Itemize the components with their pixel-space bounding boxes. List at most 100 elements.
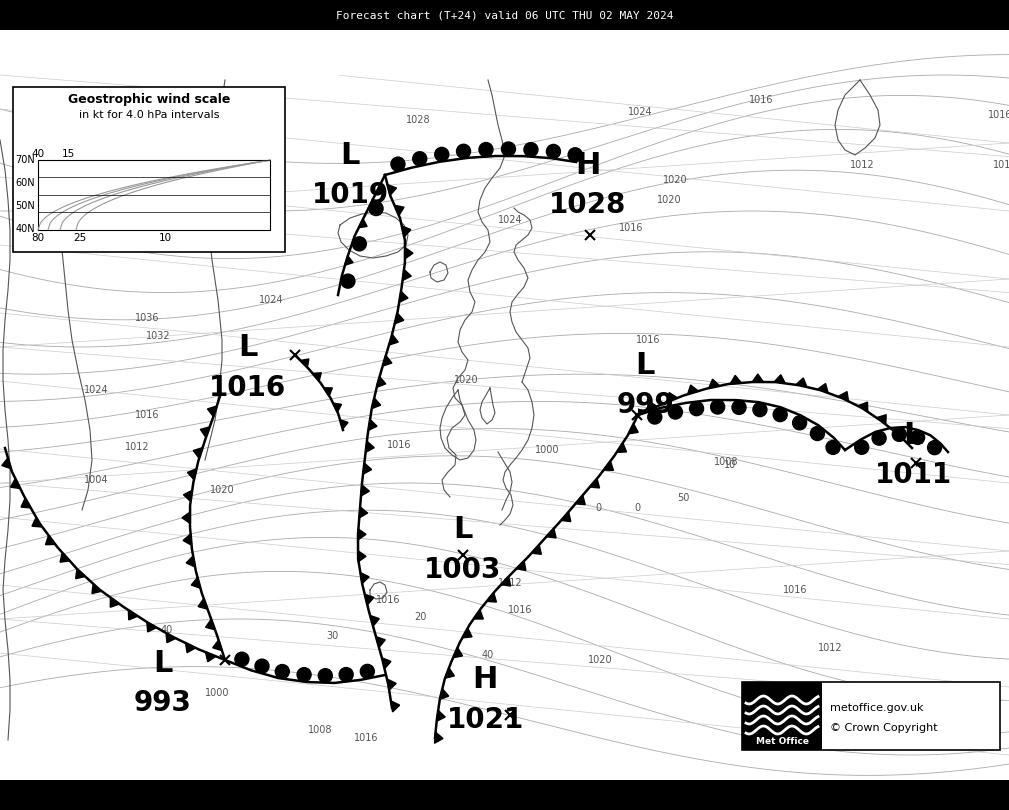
Text: © Crown Copyright: © Crown Copyright xyxy=(830,723,937,733)
Text: 40N: 40N xyxy=(15,224,35,234)
Text: 1020: 1020 xyxy=(454,375,478,385)
Polygon shape xyxy=(437,710,445,722)
Polygon shape xyxy=(774,375,785,383)
Text: 1020: 1020 xyxy=(587,655,612,665)
Text: H: H xyxy=(575,151,600,180)
Circle shape xyxy=(255,659,269,673)
Polygon shape xyxy=(382,356,391,366)
Polygon shape xyxy=(400,292,408,302)
Text: 1028: 1028 xyxy=(406,115,430,125)
Text: L: L xyxy=(453,515,472,544)
Text: 1020: 1020 xyxy=(657,195,681,205)
Polygon shape xyxy=(462,628,472,637)
Circle shape xyxy=(732,400,746,415)
Text: L: L xyxy=(153,649,173,677)
Text: 60N: 60N xyxy=(15,178,35,188)
Polygon shape xyxy=(445,667,454,678)
Polygon shape xyxy=(388,335,399,345)
Polygon shape xyxy=(76,569,85,578)
Polygon shape xyxy=(208,406,217,416)
Polygon shape xyxy=(517,561,526,570)
Polygon shape xyxy=(895,429,904,438)
Text: 1024: 1024 xyxy=(258,295,284,305)
Polygon shape xyxy=(182,512,190,523)
Polygon shape xyxy=(188,469,197,480)
Text: 1016: 1016 xyxy=(619,223,644,233)
Text: 50: 50 xyxy=(677,493,689,503)
Polygon shape xyxy=(198,599,208,609)
Polygon shape xyxy=(371,398,380,409)
Circle shape xyxy=(855,441,869,454)
Polygon shape xyxy=(187,556,195,567)
Text: L: L xyxy=(238,334,257,363)
Polygon shape xyxy=(859,402,868,411)
Polygon shape xyxy=(687,385,698,394)
Text: L: L xyxy=(636,351,655,380)
Circle shape xyxy=(318,669,332,683)
Text: 1016: 1016 xyxy=(135,410,159,420)
Circle shape xyxy=(668,405,682,419)
Polygon shape xyxy=(486,593,496,602)
Circle shape xyxy=(524,143,538,156)
Polygon shape xyxy=(667,393,677,402)
Text: L: L xyxy=(903,420,922,450)
Text: 1012: 1012 xyxy=(125,442,149,452)
Polygon shape xyxy=(365,441,374,452)
Bar xyxy=(742,682,822,750)
Text: 1012: 1012 xyxy=(817,643,843,653)
Polygon shape xyxy=(435,732,443,744)
Polygon shape xyxy=(731,375,742,384)
Text: 1004: 1004 xyxy=(84,475,108,485)
Circle shape xyxy=(872,431,886,446)
Circle shape xyxy=(297,667,311,682)
Polygon shape xyxy=(324,388,332,396)
Text: L: L xyxy=(340,140,359,169)
Polygon shape xyxy=(361,485,369,496)
Text: 1016: 1016 xyxy=(988,110,1009,120)
Polygon shape xyxy=(629,424,639,434)
Polygon shape xyxy=(201,427,210,437)
Text: 40: 40 xyxy=(482,650,494,660)
Text: 1024: 1024 xyxy=(628,107,652,117)
Polygon shape xyxy=(473,610,483,619)
Polygon shape xyxy=(32,518,41,527)
Polygon shape xyxy=(45,535,55,544)
Polygon shape xyxy=(403,270,412,280)
Polygon shape xyxy=(647,401,657,411)
Polygon shape xyxy=(313,373,321,381)
Polygon shape xyxy=(333,403,341,412)
Text: 1016: 1016 xyxy=(783,585,807,595)
Circle shape xyxy=(826,441,840,454)
Circle shape xyxy=(910,430,924,445)
Polygon shape xyxy=(21,498,30,508)
Polygon shape xyxy=(501,577,511,586)
Circle shape xyxy=(810,427,824,441)
Polygon shape xyxy=(345,256,353,265)
Text: 80: 80 xyxy=(31,233,44,243)
Circle shape xyxy=(339,667,353,681)
Circle shape xyxy=(547,144,560,159)
Text: 999: 999 xyxy=(616,391,674,419)
Polygon shape xyxy=(395,205,404,215)
Text: 25: 25 xyxy=(74,233,87,243)
Polygon shape xyxy=(387,679,397,690)
Circle shape xyxy=(710,400,724,414)
Text: 1016: 1016 xyxy=(210,374,287,402)
Text: 1016: 1016 xyxy=(386,440,412,450)
Circle shape xyxy=(413,151,427,166)
Text: 1012: 1012 xyxy=(993,160,1009,170)
Circle shape xyxy=(648,410,662,424)
Polygon shape xyxy=(165,633,176,642)
Polygon shape xyxy=(440,688,449,700)
Text: in kt for 4.0 hPa intervals: in kt for 4.0 hPa intervals xyxy=(79,110,219,120)
Text: 993: 993 xyxy=(134,689,192,717)
Text: 1021: 1021 xyxy=(446,706,524,734)
Text: 1019: 1019 xyxy=(312,181,388,209)
Text: Met Office: Met Office xyxy=(756,737,808,747)
Text: 1016: 1016 xyxy=(636,335,660,345)
Polygon shape xyxy=(92,584,102,594)
Polygon shape xyxy=(358,529,366,540)
Text: 20: 20 xyxy=(414,612,426,622)
Text: 1016: 1016 xyxy=(749,95,773,105)
Polygon shape xyxy=(752,374,764,382)
